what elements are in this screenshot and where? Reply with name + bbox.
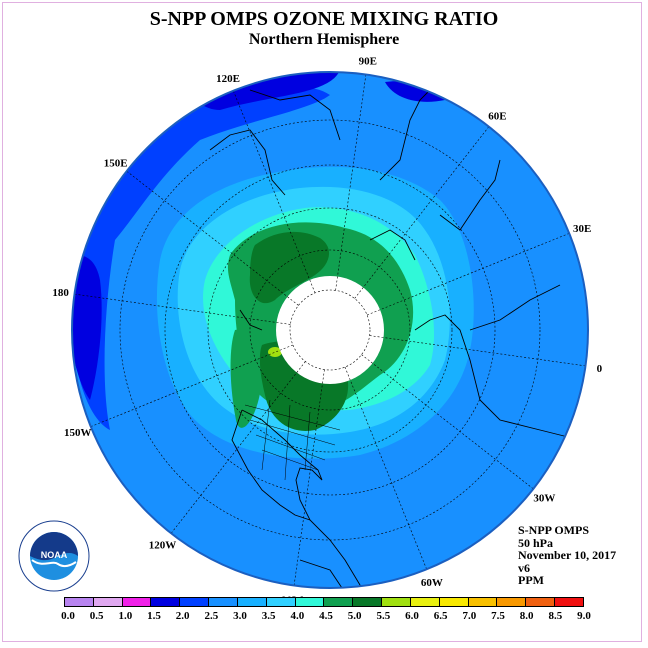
longitude-label: 180	[52, 287, 69, 299]
colorbar-tick-label: 3.0	[233, 610, 247, 622]
meridian-line	[170, 361, 306, 534]
colorbar-swatch	[266, 598, 296, 606]
meridian-line	[369, 335, 586, 367]
meridian-lines	[74, 74, 586, 586]
colorbar-swatch	[209, 598, 238, 606]
colorbar-tick-label: 4.0	[290, 610, 305, 622]
meridian-line	[293, 369, 325, 586]
longitude-label: 60E	[488, 111, 506, 123]
ozone-region-1.5	[385, 81, 445, 102]
page-subtitle: Northern Hemisphere	[248, 31, 400, 48]
colorbar-tick-label: 7.0	[462, 610, 477, 622]
meridian-line	[126, 170, 299, 306]
colorbar-swatch	[65, 598, 94, 606]
ozone-region-4.5-america	[230, 329, 263, 428]
longitude-label: 60W	[421, 577, 443, 589]
ozone-region-1.5-west	[72, 255, 102, 400]
colorbar-tick-label: 2.0	[175, 610, 190, 622]
meridian-line	[361, 354, 534, 490]
colorbar-swatch	[555, 598, 583, 606]
map-border	[71, 71, 589, 589]
colorbar-tick-label: 5.0	[347, 610, 362, 622]
ozone-region-5.5	[268, 347, 282, 357]
latitude-circles	[119, 119, 541, 541]
colorbar-swatch	[526, 598, 556, 606]
colorbar-tick-label: 9.0	[577, 610, 591, 622]
page-title: S-NPP OMPS OZONE MIXING RATIO	[149, 8, 499, 30]
longitude-label: 30E	[573, 223, 591, 235]
colorbar-swatch	[151, 598, 181, 606]
info-units: PPM	[518, 573, 544, 587]
colorbar-tick-label: 4.5	[319, 610, 333, 622]
colorbar-ticks: 0.0 0.5 1.0 1.5 2.0 2.5 3.0 3.5 4.0 4.5 5.0 5.5 6.0 6…	[0, 610, 648, 624]
longitude-label: 150E	[104, 158, 128, 170]
colorbar-tick-label: 6.0	[405, 610, 419, 622]
colorbar-tick-label: 1.5	[147, 610, 161, 622]
longitude-label: 0	[597, 363, 603, 375]
meridian-line	[74, 293, 291, 325]
colorbar	[64, 597, 584, 607]
colorbar-swatch	[439, 598, 469, 606]
colorbar-swatch	[497, 598, 527, 606]
info-panel: S-NPP OMPS 50 hPa November 10, 2017 v6 P…	[518, 524, 616, 587]
colorbar-tick-label: 8.0	[519, 610, 534, 622]
longitude-label: 30W	[533, 492, 555, 504]
colorbar-tick-label: 5.5	[376, 610, 391, 622]
coastlines	[209, 89, 581, 588]
ozone-region-2.0	[72, 87, 330, 430]
colorbar-swatch	[410, 598, 440, 606]
colorbar-swatch	[468, 598, 498, 606]
info-date: November 10, 2017	[518, 548, 617, 562]
longitude-label: 120W	[149, 539, 177, 551]
meridian-line	[366, 233, 570, 316]
colorbar-swatch	[295, 598, 325, 606]
colorbar-tick-label: 3.5	[261, 610, 276, 622]
longitude-label: 120E	[216, 73, 240, 85]
meridian-line	[233, 90, 316, 294]
meridian-line	[335, 74, 367, 291]
meridian-line	[344, 366, 427, 570]
longitude-label: 150W	[64, 427, 92, 439]
info-instrument: S-NPP OMPS	[518, 523, 589, 537]
meridian-line	[90, 344, 294, 427]
colorbar-tick-label: 0.5	[89, 610, 104, 622]
info-version: v6	[518, 560, 530, 575]
colorbar-swatch	[180, 598, 210, 606]
colorbar-swatch	[382, 598, 411, 606]
colorbar-swatch	[324, 598, 354, 606]
polar-data-gap	[276, 276, 384, 384]
noaa-logo-icon: NOAA	[18, 520, 90, 592]
longitude-label: 90E	[359, 56, 377, 68]
info-level: 50 hPa	[518, 535, 554, 550]
colorbar-tick-label: 8.5	[548, 610, 563, 622]
figure-frame	[2, 2, 642, 642]
colorbar-tick-label: 6.5	[433, 610, 448, 622]
colorbar-tick-label: 0.0	[61, 610, 75, 622]
colorbar-swatch	[93, 598, 123, 606]
colorbar-swatch	[122, 598, 152, 606]
colorbar-swatch	[237, 598, 267, 606]
admin-boundaries	[244, 399, 341, 481]
ozone-region-5.0	[249, 231, 330, 304]
colorbar-tick-label: 7.5	[491, 610, 505, 622]
colorbar-tick-label: 1.0	[118, 610, 133, 622]
colorbar-swatch	[353, 598, 383, 606]
noaa-logo-text: NOAA	[41, 550, 68, 560]
meridian-line	[354, 126, 490, 299]
colorbar-tick-label: 2.5	[204, 610, 219, 622]
